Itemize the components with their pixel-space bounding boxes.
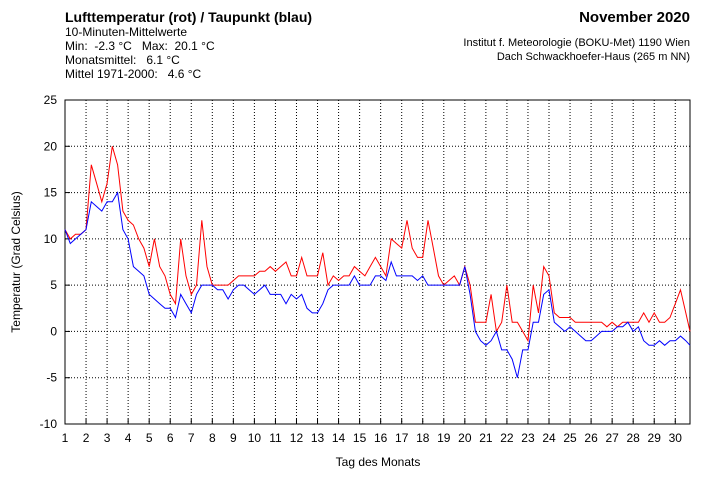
x-tick-label: 30	[669, 431, 683, 445]
x-tick-label: 1	[62, 431, 69, 445]
x-tick-label: 29	[648, 431, 662, 445]
subtitle-line: Mittel 1971-2000: 4.6 °C	[65, 67, 202, 81]
x-tick-label: 28	[627, 431, 641, 445]
x-axis-label: Tag des Monats	[336, 455, 421, 469]
y-tick-label: 5	[50, 278, 57, 292]
x-tick-label: 3	[104, 431, 111, 445]
y-tick-label: 20	[44, 139, 58, 153]
x-tick-label: 16	[374, 431, 388, 445]
y-tick-label: -10	[40, 417, 58, 431]
x-tick-label: 4	[125, 431, 132, 445]
x-tick-label: 17	[395, 431, 409, 445]
x-tick-label: 19	[437, 431, 451, 445]
x-tick-label: 12	[290, 431, 304, 445]
x-tick-label: 25	[563, 431, 577, 445]
subtitle-line: Monatsmittel: 6.1 °C	[65, 53, 180, 67]
plot-frame	[64, 99, 691, 425]
x-tick-label: 14	[332, 431, 346, 445]
x-tick-label: 23	[521, 431, 535, 445]
x-tick-label: 7	[188, 431, 195, 445]
source-line: Dach Schwackhoefer-Haus (265 m NN)	[497, 51, 690, 63]
x-tick-label: 26	[584, 431, 598, 445]
subtitle-line: Min: -2.3 °C Max: 20.1 °C	[65, 39, 215, 53]
subtitle-line: 10-Minuten-Mittelwerte	[65, 25, 187, 39]
x-tick-label: 27	[605, 431, 619, 445]
y-axis-label: Temperatur (Grad Celsius)	[9, 191, 23, 332]
source-line: Institut f. Meteorologie (BOKU-Met) 1190…	[463, 37, 690, 49]
series-line	[64, 191, 691, 378]
y-tick-label: 15	[44, 186, 58, 200]
x-tick-label: 24	[542, 431, 556, 445]
x-tick-label: 18	[416, 431, 430, 445]
x-tick-label: 15	[353, 431, 367, 445]
x-tick-label: 20	[458, 431, 472, 445]
chart-title: Lufttemperatur (rot) / Taupunkt (blau)	[65, 9, 312, 25]
x-tick-label: 13	[311, 431, 325, 445]
x-tick-label: 21	[479, 431, 493, 445]
x-tick-label: 22	[500, 431, 514, 445]
x-tick-label: 5	[146, 431, 153, 445]
series-line	[64, 146, 691, 343]
x-tick-label: 8	[209, 431, 216, 445]
y-tick-label: 25	[44, 93, 58, 107]
x-tick-label: 11	[269, 431, 282, 445]
y-tick-label: -5	[46, 371, 57, 385]
x-tick-label: 6	[167, 431, 174, 445]
x-tick-label: 10	[248, 431, 262, 445]
y-tick-label: 0	[50, 324, 57, 338]
x-tick-label: 9	[230, 431, 237, 445]
y-tick-label: 10	[44, 232, 58, 246]
period: November 2020	[579, 9, 690, 26]
x-tick-label: 2	[83, 431, 90, 445]
